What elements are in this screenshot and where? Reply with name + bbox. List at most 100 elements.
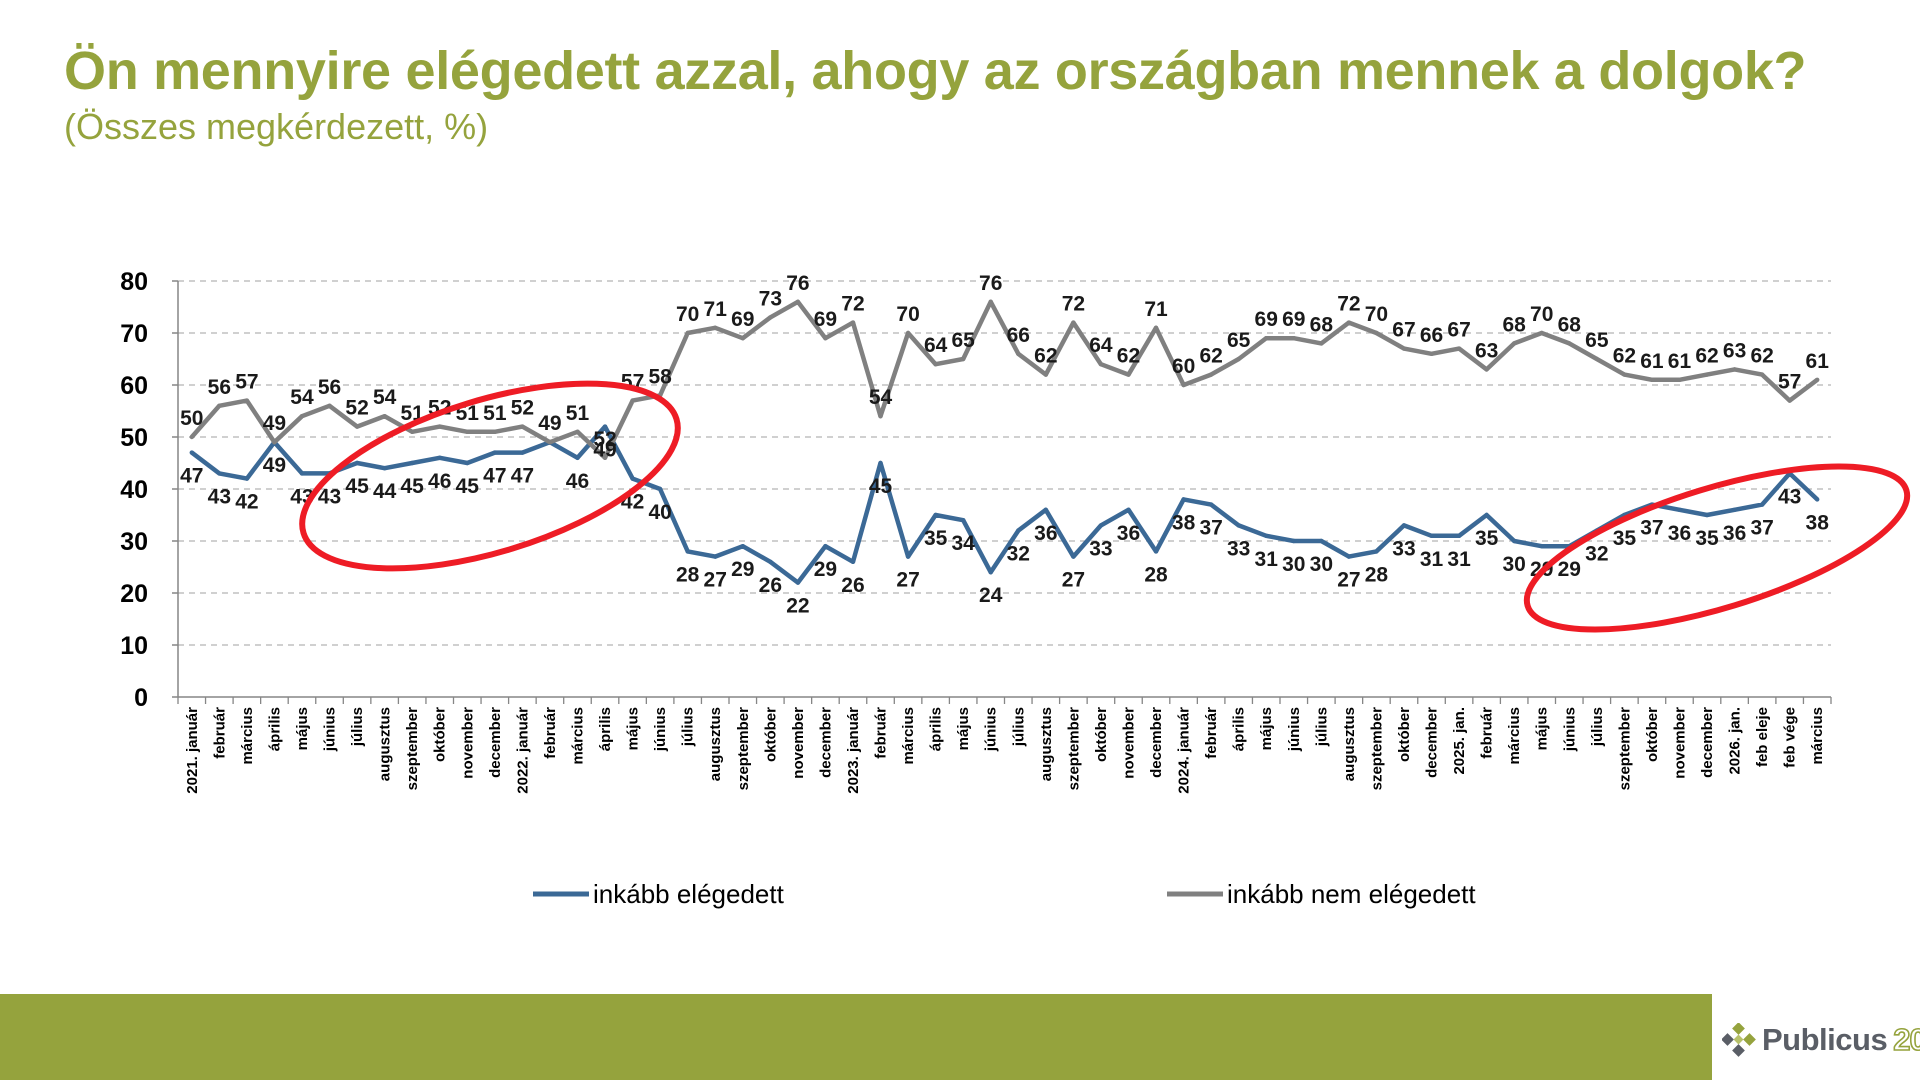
data-point	[189, 434, 194, 440]
legend-label: inkább elégedett	[593, 879, 785, 909]
data-label: 49	[263, 412, 286, 435]
data-label: 65	[951, 329, 975, 352]
data-point	[1264, 533, 1269, 538]
data-point	[988, 299, 993, 304]
footer-band	[0, 994, 1712, 1080]
data-label: 64	[1089, 334, 1113, 357]
data-label: 58	[648, 365, 672, 388]
chart-series	[189, 299, 1820, 585]
data-label: 56	[208, 376, 231, 399]
data-label: 62	[1750, 345, 1773, 368]
x-tick-label: július	[1313, 707, 1330, 747]
x-tick-label: október	[1644, 707, 1661, 762]
x-tick-label: április	[1231, 707, 1248, 751]
data-label: 52	[511, 397, 534, 420]
x-tick-label: október	[432, 707, 449, 762]
x-tick-label: november	[1671, 707, 1688, 779]
x-tick-label: 2024. január	[1176, 707, 1193, 794]
data-point	[354, 460, 360, 466]
x-tick-label: február	[211, 707, 228, 759]
x-tick-label: 2021. január	[184, 707, 201, 794]
x-tick-label: március	[1506, 707, 1523, 765]
data-point	[409, 429, 415, 434]
data-label: 65	[1585, 329, 1609, 352]
publicus-logo: Publicus 20	[1722, 1018, 1920, 1062]
data-label: 45	[456, 475, 480, 498]
data-point	[1456, 533, 1462, 538]
data-point	[1511, 341, 1517, 346]
data-point	[1264, 336, 1269, 341]
data-label: 40	[648, 501, 671, 524]
data-point	[602, 424, 608, 429]
data-label: 56	[318, 376, 341, 399]
x-tick-label: június	[652, 707, 669, 752]
x-tick-label: október	[1396, 707, 1413, 762]
data-point	[1704, 512, 1710, 518]
x-tick-label: feb eleje	[1754, 707, 1771, 767]
data-point	[1732, 367, 1737, 372]
data-point	[713, 325, 718, 330]
data-point	[1677, 507, 1682, 512]
data-label: 66	[1007, 324, 1030, 347]
data-label: 47	[180, 465, 203, 488]
x-tick-label: március	[1809, 707, 1826, 765]
x-tick-label: december	[1148, 707, 1165, 778]
data-label: 33	[1392, 537, 1415, 560]
legend-label: inkább nem elégedett	[1227, 879, 1476, 909]
data-point	[1374, 549, 1379, 554]
data-label: 63	[1475, 339, 1498, 362]
data-point	[740, 544, 745, 549]
x-tick-label: augusztus	[377, 707, 394, 781]
data-point	[465, 460, 470, 466]
data-point	[1759, 502, 1765, 507]
y-tick-label: 60	[120, 372, 148, 400]
data-point	[1567, 341, 1572, 346]
y-tick-label: 30	[120, 528, 148, 556]
x-tick-label: 2022. január	[514, 707, 531, 794]
data-point	[823, 544, 828, 549]
data-point	[1401, 523, 1407, 528]
data-point	[299, 471, 305, 476]
data-point	[850, 559, 856, 564]
data-point	[492, 429, 498, 434]
data-label: 45	[869, 475, 893, 498]
data-point	[905, 554, 911, 559]
data-label: 61	[1668, 350, 1692, 373]
data-label: 29	[1558, 558, 1581, 581]
data-label: 43	[1778, 485, 1801, 508]
data-point	[520, 450, 525, 455]
data-point	[960, 356, 966, 362]
x-tick-label: december	[487, 707, 504, 778]
data-label: 36	[1034, 522, 1057, 545]
data-point	[1677, 377, 1682, 382]
highlight-ellipse-left	[299, 380, 681, 572]
data-point	[1043, 372, 1049, 377]
data-point	[244, 398, 250, 403]
data-label: 71	[704, 298, 728, 321]
data-label: 35	[1613, 527, 1637, 550]
data-label: 46	[566, 470, 589, 493]
data-label: 26	[841, 574, 864, 597]
data-point	[657, 486, 663, 492]
x-tick-label: feb vége	[1782, 707, 1799, 768]
x-tick-label: október	[762, 707, 779, 762]
data-label: 54	[869, 386, 893, 409]
x-tick-label: október	[1093, 707, 1110, 762]
data-point	[905, 330, 911, 336]
data-label: 32	[1007, 543, 1030, 566]
data-label: 22	[786, 595, 809, 618]
data-point	[217, 471, 222, 476]
logo-year: 20	[1892, 1021, 1920, 1058]
data-label: 68	[1310, 313, 1334, 336]
data-label: 62	[1117, 345, 1140, 368]
data-label: 30	[1282, 553, 1305, 576]
data-label: 54	[290, 386, 314, 409]
data-point	[795, 299, 801, 304]
data-label: 62	[1613, 345, 1636, 368]
data-label: 51	[483, 402, 507, 425]
data-point	[1649, 377, 1655, 382]
data-point	[409, 460, 415, 466]
data-point	[1181, 382, 1186, 388]
x-tick-label: február	[873, 707, 890, 759]
